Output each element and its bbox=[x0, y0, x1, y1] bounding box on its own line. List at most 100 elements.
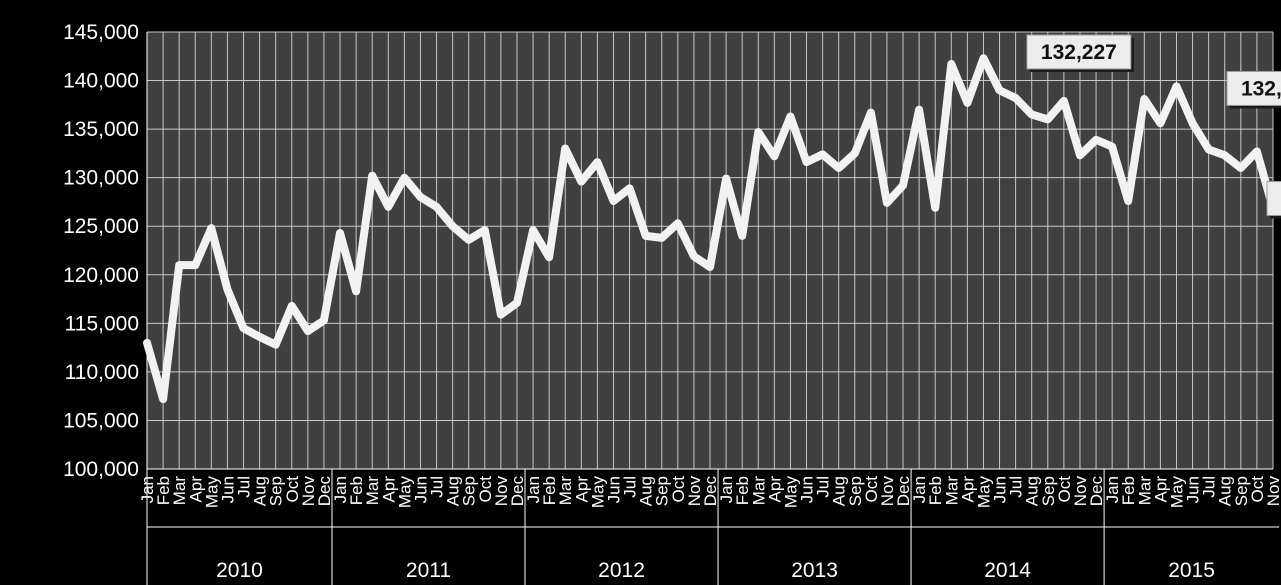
month-tick-label: Jun bbox=[411, 476, 430, 503]
y-tick-label: 140,000 bbox=[63, 70, 139, 93]
month-tick-label: Jan bbox=[717, 476, 736, 503]
month-tick-label: Jun bbox=[604, 476, 623, 503]
month-tick-label: Feb bbox=[1119, 476, 1138, 505]
year-label: 2011 bbox=[406, 559, 451, 582]
x-axis: JanFebMarAprMayJunJulAugSepOctNovDecJanF… bbox=[138, 469, 1281, 585]
month-tick-label: Jan bbox=[1103, 476, 1122, 503]
month-tick-label: Mar bbox=[170, 476, 189, 506]
month-tick-label: Aug bbox=[1216, 476, 1235, 506]
month-tick-label: Mar bbox=[556, 476, 575, 506]
month-tick-label: Oct bbox=[862, 476, 881, 503]
month-tick-label: May bbox=[974, 476, 993, 509]
series-line-path bbox=[143, 54, 1277, 404]
month-tick-label: Oct bbox=[669, 476, 688, 503]
callout-labels: 132,227 132,729 126,826 bbox=[1026, 34, 1281, 219]
month-tick-label: Dec bbox=[1087, 476, 1106, 507]
y-tick-label: 120,000 bbox=[63, 264, 139, 287]
callout-label: 132,729 bbox=[1241, 77, 1281, 100]
month-tick-label: Jun bbox=[991, 476, 1010, 503]
month-tick-label: May bbox=[1167, 476, 1186, 509]
month-tick-label: Jul bbox=[814, 476, 833, 498]
month-tick-label: Mar bbox=[942, 476, 961, 506]
month-tick-label: Nov bbox=[299, 476, 318, 507]
month-tick-label: Apr bbox=[379, 476, 398, 503]
month-tick-label: Feb bbox=[733, 476, 752, 505]
month-tick-label: Apr bbox=[572, 476, 591, 503]
y-tick-label: 125,000 bbox=[63, 215, 139, 238]
y-tick-label: 130,000 bbox=[63, 167, 139, 190]
month-tick-label: Oct bbox=[476, 476, 495, 503]
month-tick-label: Oct bbox=[1055, 476, 1074, 503]
callout: 132,729 bbox=[1226, 70, 1281, 109]
series-line bbox=[143, 54, 1277, 404]
y-tick-label: 115,000 bbox=[65, 312, 139, 335]
month-tick-label: Sep bbox=[1039, 476, 1058, 506]
y-tick-label: 135,000 bbox=[63, 118, 139, 141]
year-label: 2014 bbox=[984, 559, 1031, 582]
month-tick-label: Aug bbox=[251, 476, 270, 506]
month-tick-label: Sep bbox=[653, 476, 672, 506]
month-tick-label: Aug bbox=[637, 476, 656, 506]
month-tick-label: May bbox=[588, 476, 607, 509]
y-tick-label: 110,000 bbox=[65, 361, 139, 384]
month-tick-label: Jul bbox=[235, 476, 254, 498]
month-tick-label: Aug bbox=[1023, 476, 1042, 506]
year-label: 2012 bbox=[598, 559, 645, 582]
month-tick-label: Jun bbox=[218, 476, 237, 503]
callout: 132,227 bbox=[1026, 34, 1134, 72]
month-tick-label: Dec bbox=[701, 476, 720, 507]
month-tick-label: Sep bbox=[460, 476, 479, 506]
callout-box bbox=[1026, 34, 1132, 70]
year-label: 2010 bbox=[216, 559, 263, 582]
month-tick-label: May bbox=[202, 476, 221, 509]
month-tick-label: Mar bbox=[749, 476, 768, 506]
month-tick-label: Jan bbox=[331, 476, 350, 503]
month-tick-label: Oct bbox=[1248, 476, 1267, 503]
callout-box bbox=[1266, 180, 1281, 216]
year-label: 2015 bbox=[1168, 559, 1215, 582]
month-tick-label: Feb bbox=[347, 476, 366, 505]
month-tick-label: Jun bbox=[1184, 476, 1203, 503]
y-axis-tick-labels: 100,000 105,000 110,000 115,000 120,000 125,0… bbox=[63, 21, 139, 481]
month-tick-label: Nov bbox=[685, 476, 704, 507]
month-tick-label: Apr bbox=[765, 476, 784, 503]
y-tick-label: 105,000 bbox=[63, 409, 139, 432]
month-tick-label: May bbox=[781, 476, 800, 509]
callout-label: 132,227 bbox=[1041, 41, 1117, 64]
month-tick-label: Apr bbox=[186, 476, 205, 503]
month-tick-label: Aug bbox=[830, 476, 849, 506]
month-tick-label: Mar bbox=[363, 476, 382, 506]
month-tick-label: Sep bbox=[267, 476, 286, 506]
month-tick-label: Aug bbox=[444, 476, 463, 506]
month-tick-label: Jun bbox=[798, 476, 817, 503]
month-tick-label: Jan bbox=[524, 476, 543, 503]
month-tick-label: Feb bbox=[540, 476, 559, 505]
month-tick-label: Sep bbox=[846, 476, 865, 506]
month-tick-label: Nov bbox=[492, 476, 511, 507]
callout-box bbox=[1226, 70, 1281, 106]
month-tick-label: Nov bbox=[1264, 476, 1281, 507]
month-tick-label: Feb bbox=[926, 476, 945, 505]
month-tick-label: Feb bbox=[154, 476, 173, 505]
month-tick-label: Apr bbox=[1151, 476, 1170, 503]
month-tick-label: Nov bbox=[1071, 476, 1090, 507]
month-tick-label: Jan bbox=[910, 476, 929, 503]
month-tick-label: Jul bbox=[621, 476, 640, 498]
y-tick-label: 100,000 bbox=[63, 458, 139, 481]
month-tick-label: May bbox=[395, 476, 414, 509]
month-tick-label: Oct bbox=[283, 476, 302, 503]
month-tick-label: Sep bbox=[1232, 476, 1251, 506]
grid-lines bbox=[146, 31, 1274, 470]
month-tick-label: Jul bbox=[428, 476, 447, 498]
month-tick-label: Dec bbox=[508, 476, 527, 507]
month-tick-label: Jul bbox=[1007, 476, 1026, 498]
month-tick-label: Nov bbox=[878, 476, 897, 507]
month-tick-label: Dec bbox=[894, 476, 913, 507]
month-tick-label: Dec bbox=[315, 476, 334, 507]
month-tick-label: Apr bbox=[958, 476, 977, 503]
year-label: 2013 bbox=[791, 559, 838, 582]
y-tick-label: 145,000 bbox=[63, 21, 139, 44]
month-tick-label: Mar bbox=[1135, 476, 1154, 506]
callout: 126,826 bbox=[1266, 180, 1281, 219]
